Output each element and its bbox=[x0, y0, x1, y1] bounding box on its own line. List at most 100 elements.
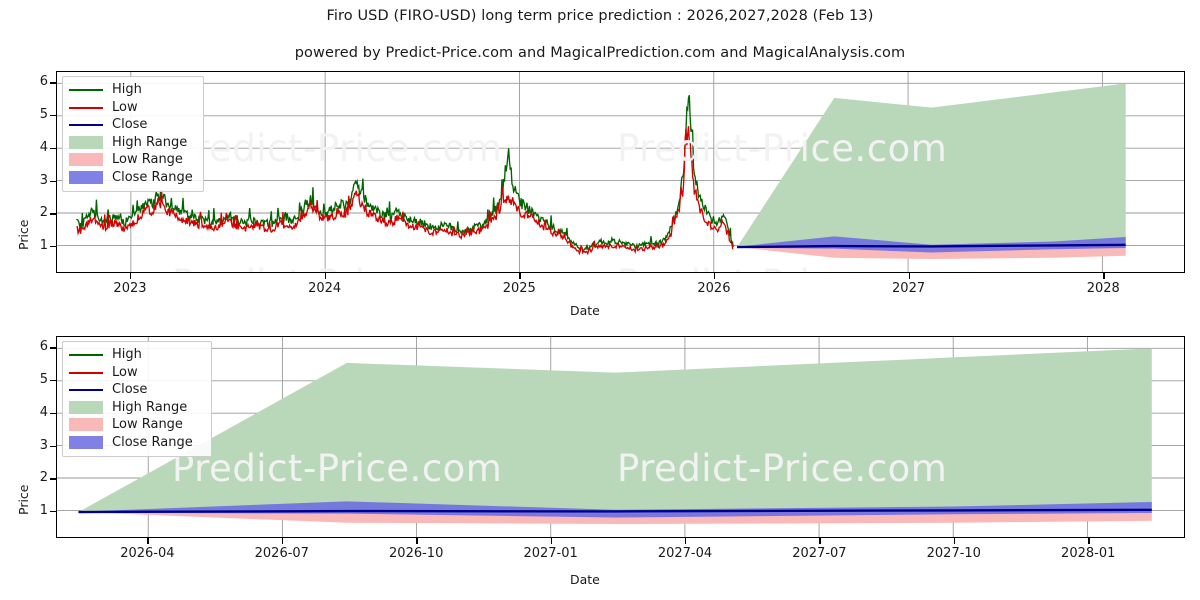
top-y-tick: 6 bbox=[39, 74, 48, 90]
bottom-x-tick-mark bbox=[416, 538, 418, 544]
bottom-legend-item-close-range[interactable]: Close Range bbox=[69, 434, 204, 452]
bottom-legend-item-low[interactable]: Low bbox=[69, 364, 204, 382]
top-legend-label: High Range bbox=[112, 134, 188, 150]
top-y-tick-mark bbox=[50, 180, 56, 182]
bottom-legend-label: Close bbox=[112, 382, 148, 397]
bottom-x-tick: 2026-04 bbox=[120, 546, 175, 561]
top-legend-item-close[interactable]: Close bbox=[69, 116, 196, 134]
top-legend-item-close-range[interactable]: Close Range bbox=[69, 169, 196, 187]
top-legend-item-high[interactable]: High bbox=[69, 81, 196, 99]
bottom-x-tick: 2026-07 bbox=[254, 546, 309, 561]
top-x-tick-mark bbox=[713, 273, 716, 279]
top-legend-swatch-patch-icon bbox=[69, 153, 103, 167]
bottom-x-axis-label: Date bbox=[570, 572, 600, 587]
top-x-tick: 2028 bbox=[1086, 281, 1120, 296]
bottom-chart-legend: High Low Close High Range Low Range Close Ran… bbox=[62, 341, 212, 457]
bottom-x-tick: 2027-07 bbox=[792, 546, 847, 561]
bottom-y-tick-mark bbox=[50, 380, 56, 382]
bottom-legend-label: High bbox=[112, 347, 142, 362]
top-x-tick: 2024 bbox=[308, 281, 342, 296]
bottom-plot-area: Predict-Price.com Predict-Price.com bbox=[56, 336, 1185, 538]
top-x-tick-mark bbox=[129, 273, 132, 279]
top-legend-swatch-line-icon bbox=[69, 118, 103, 131]
bottom-legend-label: Low Range bbox=[112, 417, 183, 432]
top-legend-label: Close bbox=[112, 117, 148, 132]
bottom-legend-label: Low bbox=[112, 364, 138, 380]
top-y-tick: 5 bbox=[39, 107, 48, 123]
bottom-legend-item-low-range[interactable]: Low Range bbox=[69, 416, 204, 434]
bottom-y-tick: 1 bbox=[39, 503, 48, 519]
bottom-legend-item-high[interactable]: High bbox=[69, 346, 204, 364]
top-x-tick-mark bbox=[324, 273, 326, 279]
top-plot-svg bbox=[57, 72, 1184, 272]
top-y-tick-mark bbox=[50, 147, 56, 150]
page-subtitle: powered by Predict-Price.com and Magical… bbox=[294, 45, 906, 61]
high-range-band bbox=[737, 83, 1126, 248]
top-legend-item-high-range[interactable]: High Range bbox=[69, 134, 196, 152]
top-chart-legend: High Low Close High Range Low Range Close Ran… bbox=[62, 76, 204, 192]
top-x-tick-mark bbox=[1103, 273, 1105, 279]
top-legend-label: Close Range bbox=[112, 169, 193, 185]
bottom-x-tick-mark bbox=[819, 538, 821, 544]
bottom-legend-swatch-line-icon bbox=[69, 383, 103, 396]
top-x-tick: 2027 bbox=[892, 281, 926, 296]
top-legend-label: High bbox=[112, 82, 142, 97]
top-x-tick-mark bbox=[908, 273, 910, 279]
bottom-y-tick-mark bbox=[50, 478, 56, 480]
bottom-y-tick-mark bbox=[50, 412, 56, 415]
close-line bbox=[78, 508, 1152, 514]
top-y-tick: 3 bbox=[39, 172, 48, 188]
bottom-legend-swatch-line-icon bbox=[69, 366, 103, 379]
top-y-tick-mark bbox=[50, 246, 56, 248]
top-y-tick: 2 bbox=[39, 205, 48, 221]
top-legend-swatch-patch-icon bbox=[69, 170, 103, 184]
top-y-tick-mark bbox=[50, 115, 56, 117]
top-y-tick: 4 bbox=[39, 139, 48, 155]
top-x-tick-mark bbox=[519, 273, 521, 279]
bottom-y-tick: 5 bbox=[39, 372, 48, 388]
bottom-x-tick-mark bbox=[550, 538, 552, 544]
bottom-y-tick-mark bbox=[50, 347, 56, 349]
bottom-x-tick: 2027-04 bbox=[657, 546, 713, 561]
bottom-y-tick-mark bbox=[50, 445, 56, 447]
bottom-x-tick: 2026-10 bbox=[389, 546, 444, 561]
bottom-plot-svg bbox=[57, 337, 1184, 537]
bottom-x-tick-mark bbox=[147, 538, 149, 544]
top-legend-swatch-line-icon bbox=[69, 83, 103, 96]
top-plot-area: Predict-Price.com Predict-Price.com Pred… bbox=[56, 71, 1185, 273]
top-legend-item-low-range[interactable]: Low Range bbox=[69, 151, 196, 169]
bottom-y-tick-mark bbox=[50, 511, 56, 513]
top-y-tick: 1 bbox=[39, 238, 48, 254]
bottom-legend-label: High Range bbox=[112, 399, 188, 415]
top-legend-swatch-patch-icon bbox=[69, 135, 103, 149]
bottom-x-tick: 2027-10 bbox=[926, 546, 981, 561]
high-range-band bbox=[78, 348, 1152, 513]
close-line bbox=[737, 243, 1126, 249]
bottom-x-tick-mark bbox=[953, 538, 956, 544]
bottom-legend-swatch-patch-icon bbox=[69, 400, 103, 414]
bottom-legend-item-high-range[interactable]: High Range bbox=[69, 399, 204, 417]
bottom-legend-swatch-line-icon bbox=[69, 348, 103, 361]
bottom-y-tick: 3 bbox=[39, 437, 48, 453]
bottom-y-tick: 4 bbox=[39, 404, 48, 420]
page-title: Firo USD (FIRO-USD) long term price pred… bbox=[326, 8, 874, 24]
top-y-tick-mark bbox=[50, 82, 56, 84]
bottom-x-tick: 2028-01 bbox=[1061, 546, 1116, 561]
top-legend-label: Low bbox=[112, 99, 138, 115]
bottom-legend-swatch-patch-icon bbox=[69, 435, 103, 449]
low-line bbox=[76, 126, 734, 256]
bottom-legend-label: Close Range bbox=[112, 434, 193, 450]
top-x-tick: 2023 bbox=[113, 281, 147, 296]
top-y-tick-mark bbox=[50, 213, 56, 215]
bottom-x-tick-mark bbox=[685, 538, 687, 544]
bottom-y-tick: 2 bbox=[39, 470, 48, 486]
top-x-axis-label: Date bbox=[570, 303, 600, 318]
bottom-legend-item-close[interactable]: Close bbox=[69, 381, 204, 399]
high-line bbox=[76, 94, 734, 253]
close-range-band bbox=[737, 236, 1126, 253]
bottom-y-tick: 6 bbox=[39, 339, 48, 355]
top-legend-item-low[interactable]: Low bbox=[69, 99, 196, 117]
top-legend-swatch-line-icon bbox=[69, 101, 103, 114]
